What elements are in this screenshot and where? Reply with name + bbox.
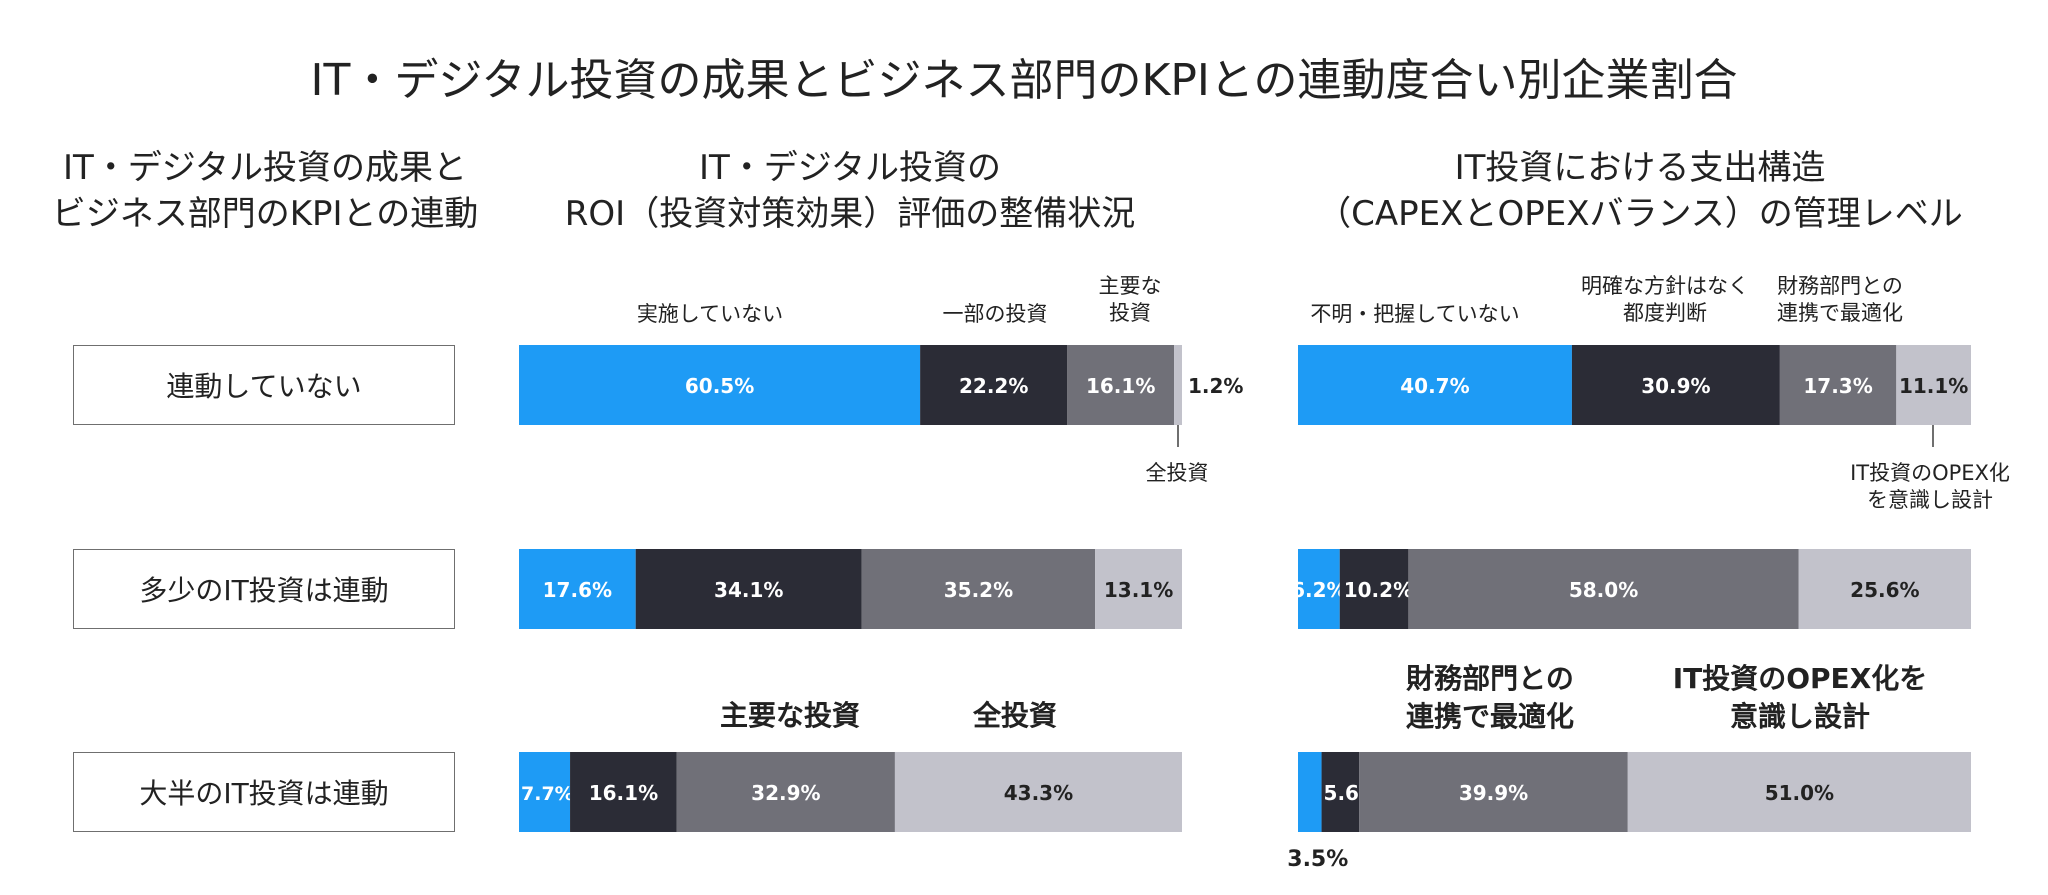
right-bar-row3-seg1: [1298, 752, 1322, 832]
row-label-mostly-linked: 大半のIT投資は連動: [73, 752, 455, 832]
right-label-row2-seg3: 58.0%: [1569, 578, 1638, 602]
left-bar-row1-seg1: [519, 345, 921, 425]
right-label-row3-seg1: 3.5%: [1287, 847, 1348, 872]
left-bar-row2-seg2: [635, 549, 862, 629]
left-label-row2-seg3: 35.2%: [944, 578, 1013, 602]
legend-partial: 一部の投資: [942, 302, 1048, 326]
left-label-row3-seg4: 43.3%: [1004, 781, 1073, 805]
left-bar-row1-seg3: [1067, 345, 1175, 425]
right-bar-row3-seg4: [1627, 752, 1971, 832]
left-label-row3-seg1: 7.7%: [521, 783, 574, 805]
right-bar-row1-seg4: [1896, 345, 1971, 425]
right-label-row1-seg1: 40.7%: [1400, 374, 1469, 398]
right-bar-row3-seg3: [1359, 752, 1628, 832]
left-label-row1-seg4: 1.2%: [1188, 374, 1243, 398]
right-bar-row2-seg2: [1339, 549, 1409, 629]
left-label-row2-seg1: 17.6%: [543, 578, 612, 602]
legend-opex-bold: IT投資のOPEX化を 意識し設計: [1672, 662, 1928, 733]
legend-all-bold: 全投資: [972, 699, 1057, 732]
left-bar-row1-seg4: [1174, 345, 1182, 425]
row-label-not-linked: 連動していない: [73, 345, 455, 425]
left-chart-title: IT・デジタル投資の ROI（投資対策効果）評価の整備状況: [564, 148, 1136, 234]
legend-all: 全投資: [1145, 461, 1209, 485]
left-label-row1-seg2: 22.2%: [959, 374, 1028, 398]
leader-line-all: [1177, 425, 1179, 447]
legend-major: 主要な 投資: [1098, 274, 1162, 325]
left-bar-row3-seg1: [519, 752, 571, 832]
left-bar-row3-seg4: [894, 752, 1182, 832]
legend-case-by-case: 明確な方針はなく 都度判断: [1581, 274, 1749, 325]
legend-not-done: 実施していない: [636, 302, 784, 326]
right-label-row2-seg1: 6.2%: [1291, 578, 1346, 602]
right-bar-row1-seg2: [1571, 345, 1780, 425]
right-bar-row2-seg4: [1798, 549, 1971, 629]
right-bar-row3-seg2: [1321, 752, 1360, 832]
right-bar-row1-seg3: [1779, 345, 1897, 425]
left-label-row1-seg3: 16.1%: [1086, 374, 1155, 398]
right-bar-row2-seg3: [1408, 549, 1799, 629]
right-label-row1-seg3: 17.3%: [1803, 374, 1872, 398]
left-bar-row2-seg1: [519, 549, 636, 629]
right-chart-title: IT投資における支出構造 （CAPEXとOPEXバランス）の管理レベル: [1317, 148, 1963, 234]
legend-finance-bold: 財務部門との 連携で最適化: [1405, 662, 1574, 733]
legend-major-bold: 主要な投資: [719, 699, 860, 732]
left-bar-row2-seg3: [861, 549, 1096, 629]
left-label-row2-seg2: 34.1%: [714, 578, 783, 602]
right-label-row1-seg2: 30.9%: [1641, 374, 1710, 398]
chart-title: IT・デジタル投資の成果とビジネス部門のKPIとの連動度合い別企業割合: [310, 55, 1738, 106]
rows-column-title: IT・デジタル投資の成果と ビジネス部門のKPIとの連動: [51, 148, 479, 234]
right-label-row3-seg4: 51.0%: [1765, 781, 1834, 805]
right-bar-row1-seg1: [1298, 345, 1572, 425]
left-label-row3-seg3: 32.9%: [751, 781, 820, 805]
right-label-row3-seg3: 39.9%: [1459, 781, 1528, 805]
legend-opex: IT投資のOPEX化 を意識し設計: [1850, 461, 2010, 512]
left-label-row1-seg1: 60.5%: [685, 374, 754, 398]
right-label-row1-seg4: 11.1%: [1899, 374, 1968, 398]
left-bar-row3-seg2: [570, 752, 677, 832]
left-label-row3-seg2: 16.1%: [589, 781, 658, 805]
legend-finance: 財務部門との 連携で最適化: [1777, 274, 1903, 325]
left-label-row2-seg4: 13.1%: [1104, 578, 1173, 602]
right-label-row2-seg2: 10.2%: [1344, 578, 1413, 602]
right-label-row2-seg4: 25.6%: [1850, 578, 1919, 602]
legend-unknown: 不明・把握していない: [1310, 302, 1520, 326]
left-bar-row3-seg3: [676, 752, 895, 832]
left-bar-row1-seg2: [920, 345, 1068, 425]
left-bar-row2-seg4: [1095, 549, 1182, 629]
right-bar-row2-seg1: [1298, 549, 1340, 629]
row-label-some-linked: 多少のIT投資は連動: [73, 549, 455, 629]
leader-line-opex: [1932, 425, 1934, 447]
